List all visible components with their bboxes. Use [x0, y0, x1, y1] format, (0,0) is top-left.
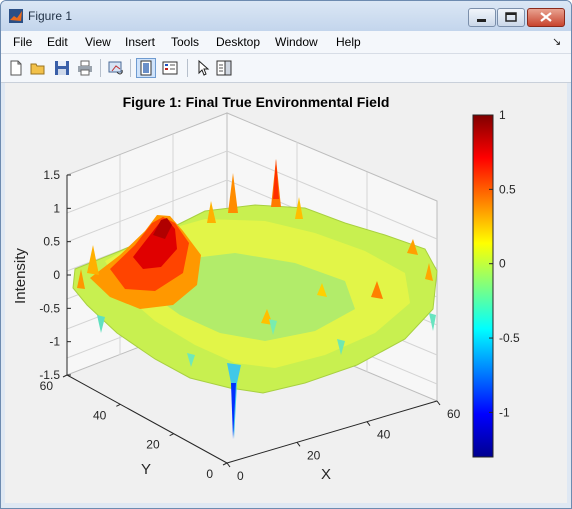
tick-mark [366, 421, 371, 426]
menu-help[interactable]: Help [336, 35, 361, 49]
y-axis-label: Y [141, 461, 151, 478]
tick-mark [169, 433, 174, 437]
dock-icon[interactable] [136, 58, 156, 78]
menu-insert[interactable]: Insert [125, 35, 156, 49]
tick-mark [116, 403, 121, 407]
colorbar-tick-label: 0.5 [499, 182, 516, 196]
chart-title: Figure 1: Final True Environmental Field [123, 94, 390, 110]
maximize-icon [505, 12, 517, 22]
z-tick-label: 1 [53, 201, 60, 215]
save-icon[interactable] [53, 59, 71, 77]
z-tick-label: -1 [49, 335, 60, 349]
colorbar-tick-label: -1 [499, 405, 510, 419]
dock-arrow-icon[interactable]: ↘ [552, 35, 562, 48]
z-axis-ticks: -1.5 -1 -0.5 0 0.5 1 1.5 [39, 168, 71, 382]
z-tick-label: -1.5 [39, 368, 60, 382]
minimize-button[interactable] [468, 8, 496, 27]
x-axis-ticks: 0 20 40 60 [226, 400, 461, 483]
z-tick-label: 0 [53, 268, 60, 282]
toolbar-separator [187, 59, 188, 77]
minimize-icon [477, 19, 486, 22]
y-tick-label: 60 [40, 379, 54, 393]
tick-mark [222, 462, 228, 466]
close-icon [540, 12, 552, 22]
z-tick-label: 0.5 [43, 235, 60, 249]
menu-edit[interactable]: Edit [47, 35, 68, 49]
x-tick-label: 60 [447, 407, 461, 421]
tick-mark [226, 462, 231, 468]
matlab-logo-icon [9, 9, 23, 23]
menu-window[interactable]: Window [275, 35, 318, 49]
colorbar[interactable] [472, 114, 494, 458]
close-button[interactable] [527, 8, 565, 27]
z-tick-label: -0.5 [39, 301, 60, 315]
x-tick-label: 20 [307, 448, 321, 462]
property-editor-icon[interactable] [215, 59, 233, 77]
y-tick-label: 20 [146, 438, 160, 452]
menu-bar: File Edit View Insert Tools Desktop Wind… [1, 31, 571, 54]
toolbar-separator [130, 59, 131, 77]
y-axis-ticks: 0 20 40 60 [40, 374, 228, 481]
x-tick-label: 0 [237, 469, 244, 483]
link-plot-icon[interactable] [107, 59, 125, 77]
select-pointer-icon[interactable] [194, 59, 212, 77]
colorbar-ticks: 1 0.5 0 -0.5 -1 [489, 108, 520, 419]
colorbar-tick-label: 0 [499, 257, 506, 271]
x-tick-label: 40 [377, 428, 391, 442]
title-bar: Figure 1 [1, 1, 571, 31]
colorbar-tick-label: 1 [499, 108, 506, 122]
y-tick-label: 40 [93, 408, 107, 422]
toolbar-separator [100, 59, 101, 77]
z-tick-label: 1.5 [43, 168, 60, 182]
x-axis-label: X [321, 466, 331, 483]
tick-mark [436, 400, 441, 406]
z-axis-label: Intensity [12, 248, 29, 304]
colorbar-tick-label: -0.5 [499, 331, 520, 345]
menu-desktop[interactable]: Desktop [216, 35, 261, 49]
surface-plot [72, 159, 438, 439]
open-file-icon[interactable] [29, 59, 47, 77]
y-tick-label: 0 [206, 467, 213, 481]
tick-mark [296, 442, 301, 447]
plot-area: Figure 1: Final True Environmental Field [5, 83, 567, 503]
toolbar [1, 54, 571, 83]
menu-tools[interactable]: Tools [171, 35, 200, 49]
window-title: Figure 1 [28, 9, 73, 23]
menu-file[interactable]: File [13, 35, 33, 49]
tick-mark [62, 374, 68, 378]
menu-view[interactable]: View [85, 35, 111, 49]
print-icon[interactable] [76, 59, 94, 77]
maximize-button[interactable] [497, 8, 525, 27]
new-figure-icon[interactable] [7, 59, 25, 77]
insert-legend-icon[interactable] [161, 59, 179, 77]
axes[interactable]: Figure 1: Final True Environmental Field [5, 83, 567, 503]
